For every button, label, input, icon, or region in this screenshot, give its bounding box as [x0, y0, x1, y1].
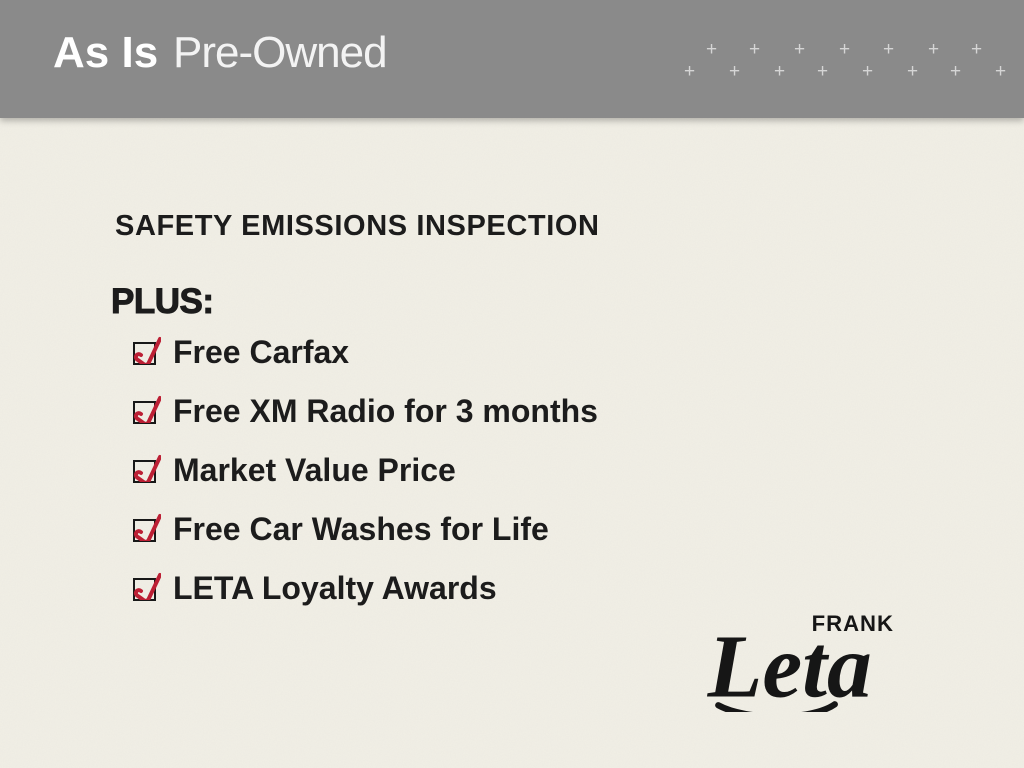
svg-text:Leta: Leta — [707, 618, 872, 712]
